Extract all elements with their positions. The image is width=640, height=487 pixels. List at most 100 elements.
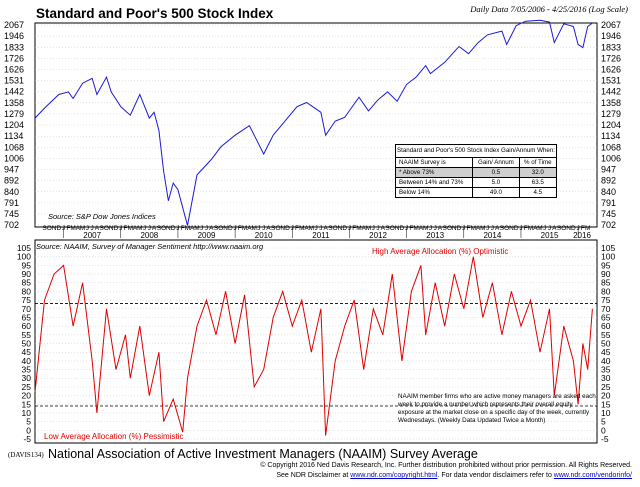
spx-y-tick-label-left: 840 bbox=[4, 187, 19, 197]
spx-month-label: D bbox=[400, 225, 405, 232]
naaim-y-tick-label-right: 30 bbox=[601, 373, 611, 383]
naaim-y-tick-label-right: 15 bbox=[601, 399, 611, 409]
spx-month-label: M bbox=[366, 225, 371, 232]
spx-y-tick-label-left: 1626 bbox=[4, 64, 24, 74]
spx-month-label: J bbox=[205, 225, 208, 232]
spx-month-label: J bbox=[372, 225, 375, 232]
spx-month-label: A bbox=[476, 225, 481, 232]
gain-per-annum-table: Standard and Poor's 500 Stock Index Gain… bbox=[395, 144, 557, 198]
spx-series-line bbox=[34, 19, 593, 226]
spx-month-label: M bbox=[70, 225, 75, 232]
vendor-info-link[interactable]: www.ndr.com/vendorinfo/ bbox=[553, 472, 632, 479]
spx-month-label: F bbox=[66, 225, 70, 232]
naaim-y-tick-label-right: 55 bbox=[601, 330, 611, 340]
spx-month-label: J bbox=[91, 225, 94, 232]
naaim-y-tick-label-left: 70 bbox=[22, 304, 32, 314]
spx-y-tick-label-left: 745 bbox=[4, 209, 19, 219]
spx-month-label: O bbox=[275, 225, 280, 232]
spx-month-label: O bbox=[447, 225, 452, 232]
spx-month-label: S bbox=[328, 225, 333, 232]
naaim-y-tick-label-right: 70 bbox=[601, 304, 611, 314]
spx-month-label: D bbox=[571, 225, 576, 232]
spx-month-label: D bbox=[56, 225, 61, 232]
spx-y-tick-label-left: 1006 bbox=[4, 153, 24, 163]
spx-month-label: A bbox=[152, 225, 157, 232]
spx-month-label: J bbox=[314, 225, 317, 232]
spx-month-label: N bbox=[109, 225, 114, 232]
spx-month-label: S bbox=[500, 225, 505, 232]
spx-source-note: Source: S&P Dow Jones Indices bbox=[48, 212, 156, 221]
low-allocation-annotation: Low Average Allocation (%) Pessimistic bbox=[44, 432, 184, 441]
naaim-gridlines bbox=[35, 247, 597, 440]
spx-month-label: M bbox=[137, 225, 142, 232]
spx-month-label: J bbox=[262, 225, 265, 232]
spx-month-label: S bbox=[42, 225, 47, 232]
spx-month-label: J bbox=[200, 225, 203, 232]
spx-month-label: N bbox=[509, 225, 514, 232]
spx-month-label: D bbox=[171, 225, 176, 232]
stats-row-between: Between 14% and 73% 5.0 63.5 bbox=[396, 177, 556, 188]
naaim-y-tick-label-right: 80 bbox=[601, 286, 611, 296]
spx-month-label: M bbox=[194, 225, 199, 232]
spx-month-label: J bbox=[486, 225, 489, 232]
stats-row-label: Between 14% and 73% bbox=[396, 177, 473, 188]
spx-y-tick-label-right: 1833 bbox=[601, 42, 621, 52]
naaim-plot-frame bbox=[34, 239, 598, 444]
spx-y-tick-label-right: 1068 bbox=[601, 142, 621, 152]
naaim-y-tick-label-right: 65 bbox=[601, 312, 611, 322]
spx-month-label: O bbox=[333, 225, 338, 232]
naaim-y-tick-label-left: 60 bbox=[22, 321, 32, 331]
spx-y-tick-label-right: 1946 bbox=[601, 31, 621, 41]
spx-chart-subtitle: Daily Data 7/05/2006 - 4/25/2016 (Log Sc… bbox=[470, 4, 628, 14]
copyright-link[interactable]: www.ndr.com/copyright.html bbox=[350, 472, 438, 479]
spx-month-label: F bbox=[124, 225, 128, 232]
naaim-y-tick-label-right: 105 bbox=[601, 243, 615, 253]
spx-month-label: D bbox=[285, 225, 290, 232]
spx-y-tick-label-left: 791 bbox=[4, 198, 19, 208]
spx-month-label: D bbox=[342, 225, 347, 232]
naaim-y-tick-label-left: 40 bbox=[22, 356, 32, 366]
spx-year-label: 2012 bbox=[369, 231, 387, 240]
spx-month-label: J bbox=[148, 225, 151, 232]
spx-y-tick-label-left: 2067 bbox=[4, 20, 24, 30]
spx-month-label: O bbox=[218, 225, 223, 232]
spx-month-label: F bbox=[352, 225, 356, 232]
spx-y-tick-label-right: 1134 bbox=[601, 131, 620, 141]
naaim-y-tick-label-right: -5 bbox=[601, 434, 609, 444]
naaim-y-tick-label-right: 90 bbox=[601, 269, 611, 279]
spx-month-label: O bbox=[47, 225, 52, 232]
spx-month-label: J bbox=[376, 225, 379, 232]
naaim-y-tick-label-right: 85 bbox=[601, 278, 611, 288]
spx-month-label: A bbox=[209, 225, 214, 232]
stats-row-gain: 0.5 bbox=[472, 167, 520, 178]
stats-col-header-label: NAAIM Survey is bbox=[399, 159, 446, 166]
spx-y-tick-label-left: 1531 bbox=[4, 76, 24, 86]
spx-y-tick-label-left: 1726 bbox=[4, 53, 24, 63]
spx-month-label: O bbox=[504, 225, 509, 232]
spx-y-tick-label-right: 1531 bbox=[601, 76, 621, 86]
spx-month-label: A bbox=[266, 225, 271, 232]
spx-month-labels: SONDJFMAMJJASONDJFMAMJJASONDJFMAMJJASOND… bbox=[42, 225, 590, 232]
spx-month-label: S bbox=[443, 225, 448, 232]
naaim-source-note: Source: NAAIM, Survey of Manager Sentime… bbox=[36, 242, 264, 251]
spx-year-label: 2008 bbox=[140, 231, 158, 240]
naaim-y-tick-label-right: 25 bbox=[601, 382, 611, 392]
stats-row-above: * Above 73% 0.5 32.0 bbox=[396, 167, 556, 178]
spx-y-tick-label-left: 1204 bbox=[4, 120, 24, 130]
spx-month-label: M bbox=[80, 225, 85, 232]
naaim-y-tick-label-right: 10 bbox=[601, 408, 611, 418]
disclaimer-text: See NDR Disclaimer at bbox=[276, 472, 349, 479]
chart-code: (DAVIS134) bbox=[8, 451, 44, 459]
spx-month-label: M bbox=[413, 225, 418, 232]
stats-col-header-gain: Gain/ Annum bbox=[472, 158, 520, 168]
spx-month-label: J bbox=[86, 225, 89, 232]
spx-month-label: A bbox=[362, 225, 367, 232]
spx-month-label: A bbox=[95, 225, 100, 232]
spx-y-tick-label-left: 1946 bbox=[4, 31, 24, 41]
spx-month-label: A bbox=[76, 225, 81, 232]
spx-month-label: A bbox=[247, 225, 252, 232]
spx-year-label: 2010 bbox=[255, 231, 273, 240]
naaim-y-tick-label-left: 35 bbox=[22, 365, 32, 375]
spx-y-tick-label-right: 947 bbox=[601, 165, 616, 175]
